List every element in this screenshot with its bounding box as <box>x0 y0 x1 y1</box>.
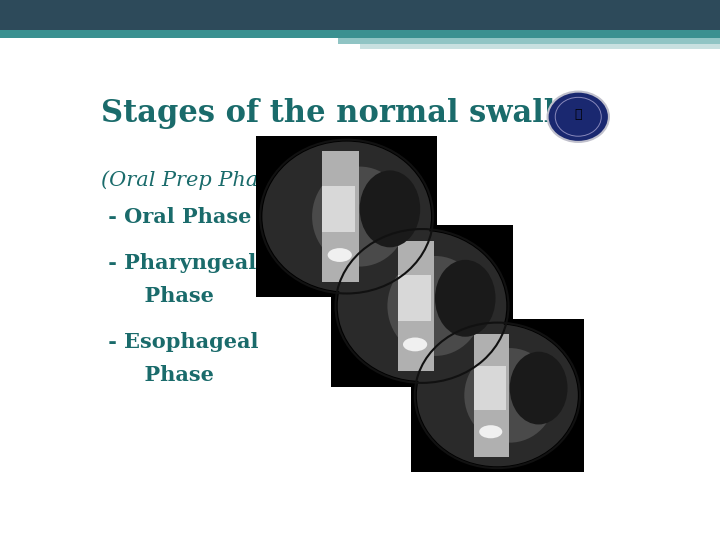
Bar <box>323 186 356 232</box>
Bar <box>397 275 431 321</box>
Ellipse shape <box>403 338 427 352</box>
Ellipse shape <box>336 229 508 383</box>
Text: Phase: Phase <box>101 365 214 385</box>
Ellipse shape <box>360 171 420 247</box>
Text: Stages of the normal swallow: Stages of the normal swallow <box>101 98 602 129</box>
Bar <box>323 151 359 282</box>
Ellipse shape <box>464 348 555 443</box>
Bar <box>331 225 513 387</box>
Ellipse shape <box>417 325 578 467</box>
Ellipse shape <box>312 166 408 267</box>
Text: - Oral Phase: - Oral Phase <box>101 207 251 227</box>
Text: Phase: Phase <box>101 286 214 306</box>
Bar <box>338 38 720 44</box>
Text: 🦅: 🦅 <box>575 108 582 121</box>
Ellipse shape <box>387 256 482 356</box>
Ellipse shape <box>338 231 506 381</box>
Ellipse shape <box>415 322 580 468</box>
Ellipse shape <box>480 425 503 438</box>
Bar <box>256 136 438 298</box>
Bar <box>474 334 509 457</box>
Bar <box>474 366 505 410</box>
Bar <box>0 30 720 38</box>
Bar <box>360 44 720 49</box>
Ellipse shape <box>262 141 431 292</box>
Bar <box>397 241 434 372</box>
Bar <box>410 319 584 472</box>
Text: (Oral Prep Phase): (Oral Prep Phase) <box>101 170 289 190</box>
Ellipse shape <box>510 352 567 424</box>
Ellipse shape <box>547 92 609 142</box>
Ellipse shape <box>260 140 433 294</box>
Text: - Pharyngeal: - Pharyngeal <box>101 253 256 273</box>
Ellipse shape <box>435 260 495 337</box>
Bar <box>0 0 720 30</box>
Ellipse shape <box>328 248 352 262</box>
Text: - Esophageal: - Esophageal <box>101 332 258 352</box>
